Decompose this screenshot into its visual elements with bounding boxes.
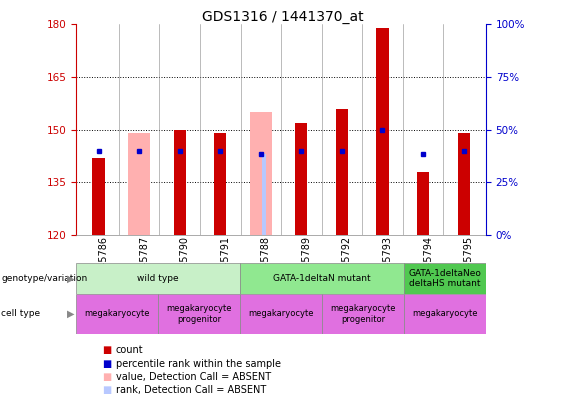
- Text: megakaryocyte: megakaryocyte: [412, 309, 477, 318]
- Bar: [93, 158, 105, 235]
- Bar: [250, 112, 272, 235]
- Text: ▶: ▶: [67, 309, 75, 319]
- Text: megakaryocyte: megakaryocyte: [85, 309, 150, 318]
- Text: wild type: wild type: [137, 274, 179, 283]
- Bar: [458, 133, 470, 235]
- Text: count: count: [116, 345, 144, 355]
- Text: cell type: cell type: [1, 309, 40, 318]
- Bar: [262, 154, 266, 235]
- Bar: [240, 294, 322, 334]
- Bar: [76, 263, 240, 294]
- Bar: [404, 294, 486, 334]
- Text: genotype/variation: genotype/variation: [1, 274, 88, 283]
- Bar: [322, 294, 404, 334]
- Bar: [128, 133, 150, 235]
- Text: megakaryocyte: megakaryocyte: [249, 309, 314, 318]
- Bar: [295, 123, 307, 235]
- Text: GATA-1deltaN mutant: GATA-1deltaN mutant: [273, 274, 371, 283]
- Text: percentile rank within the sample: percentile rank within the sample: [116, 359, 281, 369]
- Text: ■: ■: [102, 359, 111, 369]
- Bar: [404, 263, 486, 294]
- Text: GATA-1deltaNeo
deltaHS mutant: GATA-1deltaNeo deltaHS mutant: [408, 269, 481, 288]
- Text: ■: ■: [102, 372, 111, 382]
- Text: megakaryocyte
progenitor: megakaryocyte progenitor: [167, 304, 232, 324]
- Text: ■: ■: [102, 386, 111, 395]
- Bar: [336, 109, 348, 235]
- Bar: [417, 172, 429, 235]
- Bar: [214, 133, 227, 235]
- Bar: [240, 263, 404, 294]
- Text: megakaryocyte
progenitor: megakaryocyte progenitor: [331, 304, 396, 324]
- Bar: [76, 294, 158, 334]
- Bar: [173, 130, 186, 235]
- Text: ■: ■: [102, 345, 111, 355]
- Text: GDS1316 / 1441370_at: GDS1316 / 1441370_at: [202, 10, 363, 24]
- Text: ▶: ▶: [67, 273, 75, 283]
- Text: value, Detection Call = ABSENT: value, Detection Call = ABSENT: [116, 372, 271, 382]
- Bar: [158, 294, 240, 334]
- Text: rank, Detection Call = ABSENT: rank, Detection Call = ABSENT: [116, 386, 266, 395]
- Bar: [376, 28, 389, 235]
